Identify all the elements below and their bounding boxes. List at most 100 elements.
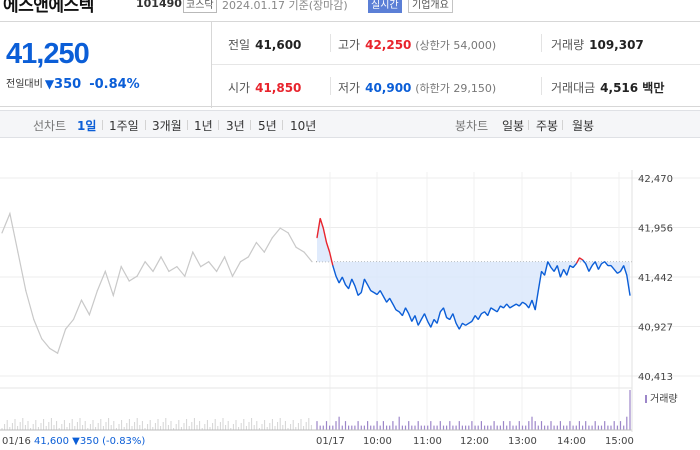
candle-monthly[interactable]: 월봉	[572, 119, 595, 133]
price-segment	[439, 307, 445, 313]
price-point	[405, 307, 406, 309]
period-toolbar: 선차트 1일 1주일 3개월 1년 3년 5년 10년 봉차트 일봉 주봉 월봉	[0, 110, 700, 138]
price-segment	[543, 261, 549, 276]
price-segment	[626, 275, 631, 296]
open-price: 시가 41,850	[228, 81, 302, 95]
prev-day-point	[247, 256, 249, 258]
price-segment	[481, 311, 485, 315]
prev-day-point	[295, 246, 297, 248]
price-point	[484, 311, 486, 313]
price-point	[367, 284, 369, 286]
price-segment	[404, 307, 410, 315]
x-tick-label: 14:00	[557, 436, 586, 447]
price-segment	[566, 265, 571, 276]
price-point	[345, 284, 346, 286]
realtime-button[interactable]: 실시간	[368, 0, 402, 13]
prev-close: 전일 41,600	[228, 38, 302, 52]
price-segment	[569, 264, 574, 269]
price-point	[341, 276, 343, 278]
price-point	[386, 301, 388, 303]
price-summary: 41,250 전일대비 ▼350 -0.84% 전일 41,600 고가 42,250 …	[0, 21, 700, 108]
change-row: 전일대비 ▼350 -0.84%	[6, 75, 140, 92]
prev-day-point	[41, 338, 43, 340]
price-segment	[430, 319, 435, 328]
price-point	[515, 303, 517, 305]
price-segment	[613, 268, 618, 274]
x-tick-label: 10:00	[363, 436, 392, 447]
price-area-fill	[317, 218, 630, 330]
y-tick-label: 40,927	[638, 323, 673, 334]
prev-day-point	[216, 270, 218, 272]
price-point	[408, 313, 410, 315]
intraday-chart[interactable]: 42,470 41,956 41,442 40,927 40,413 01/17 10:00…	[0, 140, 700, 450]
price-point	[465, 324, 467, 326]
price-segment	[502, 303, 508, 309]
price-segment	[452, 313, 457, 324]
price-point	[610, 265, 612, 267]
x-tick-label: 13:00	[508, 436, 537, 447]
price-point	[329, 251, 331, 253]
prev-day-point	[192, 251, 194, 253]
period-1w[interactable]: 1주일	[109, 119, 139, 133]
price-point	[319, 217, 321, 219]
prev-day-point	[152, 270, 154, 272]
down-arrow-icon: ▼	[44, 77, 55, 91]
prev-day-point	[72, 318, 75, 321]
candle-weekly[interactable]: 주봉	[536, 119, 559, 133]
price-segment	[465, 322, 470, 326]
price-segment	[468, 320, 473, 324]
prev-day-point	[287, 232, 289, 234]
y-tick-label: 41,442	[638, 273, 673, 284]
price-point	[518, 305, 520, 307]
prev-day-point	[224, 256, 226, 258]
price-segment	[496, 305, 502, 313]
company-info-button[interactable]: 기업개요	[408, 0, 453, 13]
price-segment	[392, 303, 397, 311]
price-point	[537, 290, 539, 292]
price-segment	[442, 307, 448, 318]
market-badge: 코스닥	[183, 0, 217, 13]
price-point	[360, 292, 362, 293]
price-segment	[559, 269, 565, 278]
current-price: 41,250	[6, 38, 90, 70]
price-segment	[360, 278, 366, 293]
period-3y[interactable]: 3년	[226, 119, 245, 133]
price-point	[455, 322, 457, 324]
prev-day-point	[239, 261, 242, 263]
price-point	[597, 268, 599, 270]
price-point	[512, 305, 514, 307]
price-point	[471, 320, 473, 322]
prev-day-point	[112, 294, 114, 296]
price-point	[531, 299, 533, 301]
low-price: 저가 40,900 (하한가 29,150)	[338, 81, 497, 95]
prev-day-point	[88, 314, 90, 316]
stats-row: 전일 41,600 고가 42,250 (상한가 54,000) 거래량 109,30…	[212, 22, 700, 65]
price-segment	[522, 301, 527, 305]
price-segment	[487, 307, 492, 316]
period-1d[interactable]: 1일	[77, 119, 97, 133]
prev-day-point	[208, 261, 210, 263]
period-5y[interactable]: 5년	[258, 119, 277, 133]
prev-day-point	[9, 213, 11, 215]
candle-chart-tab[interactable]: 봉차트	[455, 119, 489, 133]
price-segment	[328, 251, 334, 266]
line-chart-tab[interactable]: 선차트	[33, 119, 67, 133]
prev-day-point	[176, 266, 178, 268]
price-segment	[509, 305, 514, 309]
period-10y[interactable]: 10년	[290, 119, 317, 133]
price-point	[326, 242, 327, 243]
price-point	[566, 274, 568, 276]
candle-daily[interactable]: 일봉	[502, 119, 525, 133]
price-point	[395, 309, 397, 311]
period-3m[interactable]: 3개월	[152, 119, 182, 133]
y-tick-label: 41,956	[638, 224, 673, 235]
stats-row: 시가 41,850 저가 40,900 (하한가 29,150) 거래대금 4,516…	[212, 65, 700, 108]
price-segment	[363, 278, 369, 286]
price-point	[591, 265, 593, 267]
price-point	[458, 328, 460, 330]
volume: 거래량 109,307	[551, 38, 644, 52]
price-segment	[462, 322, 466, 326]
prev-day-point	[311, 261, 313, 263]
period-1y[interactable]: 1년	[194, 119, 213, 133]
price-segment	[477, 313, 483, 320]
